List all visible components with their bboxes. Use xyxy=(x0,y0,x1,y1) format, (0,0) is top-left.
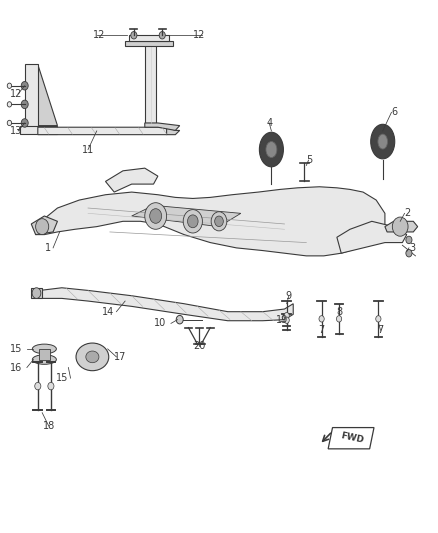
Circle shape xyxy=(131,31,137,39)
Circle shape xyxy=(145,203,166,229)
Polygon shape xyxy=(145,123,180,131)
Text: 18: 18 xyxy=(42,421,55,431)
Circle shape xyxy=(35,219,49,235)
Polygon shape xyxy=(385,221,418,232)
Circle shape xyxy=(32,288,41,298)
Circle shape xyxy=(7,102,12,107)
Text: 12: 12 xyxy=(93,30,106,41)
Circle shape xyxy=(183,209,202,233)
Ellipse shape xyxy=(371,124,395,159)
Text: 12: 12 xyxy=(193,30,205,41)
Circle shape xyxy=(211,212,227,231)
Polygon shape xyxy=(38,127,175,135)
Polygon shape xyxy=(38,64,57,126)
Polygon shape xyxy=(25,64,38,128)
Text: 5: 5 xyxy=(306,155,313,165)
Circle shape xyxy=(21,119,28,127)
Circle shape xyxy=(284,317,289,324)
Polygon shape xyxy=(328,427,374,449)
Text: 15: 15 xyxy=(56,373,68,383)
Text: 16: 16 xyxy=(10,362,22,373)
Circle shape xyxy=(21,82,28,90)
Polygon shape xyxy=(20,126,57,134)
Polygon shape xyxy=(130,35,169,41)
Text: 20: 20 xyxy=(193,341,205,351)
Polygon shape xyxy=(337,221,407,253)
Text: 1: 1 xyxy=(45,243,51,253)
Text: 15: 15 xyxy=(10,344,22,354)
Circle shape xyxy=(176,316,183,324)
Ellipse shape xyxy=(86,351,99,363)
Text: 12: 12 xyxy=(10,88,22,99)
Ellipse shape xyxy=(266,142,277,158)
Polygon shape xyxy=(40,288,293,321)
Circle shape xyxy=(215,216,223,227)
Polygon shape xyxy=(35,187,385,256)
Circle shape xyxy=(319,316,324,322)
Circle shape xyxy=(7,83,12,88)
Circle shape xyxy=(150,209,162,223)
Polygon shape xyxy=(39,349,49,360)
Polygon shape xyxy=(125,41,173,46)
Circle shape xyxy=(159,31,165,39)
Circle shape xyxy=(187,215,198,228)
Text: 19: 19 xyxy=(276,314,289,325)
Circle shape xyxy=(35,382,41,390)
Circle shape xyxy=(376,316,381,322)
Circle shape xyxy=(48,382,54,390)
Circle shape xyxy=(284,312,289,319)
Text: 14: 14 xyxy=(102,306,114,317)
Ellipse shape xyxy=(378,134,388,149)
Circle shape xyxy=(406,249,412,257)
Text: FWD: FWD xyxy=(340,431,364,445)
Circle shape xyxy=(406,236,412,244)
Circle shape xyxy=(336,316,342,322)
Polygon shape xyxy=(145,43,155,123)
Text: 11: 11 xyxy=(82,144,94,155)
Text: 17: 17 xyxy=(114,352,127,362)
Polygon shape xyxy=(106,168,158,192)
Polygon shape xyxy=(132,205,241,227)
Ellipse shape xyxy=(76,343,109,370)
Text: 8: 8 xyxy=(336,306,342,317)
Text: 10: 10 xyxy=(154,318,166,328)
Ellipse shape xyxy=(32,355,57,365)
Text: 3: 3 xyxy=(409,243,415,253)
Text: 9: 9 xyxy=(286,290,292,301)
Circle shape xyxy=(392,217,408,236)
Text: 6: 6 xyxy=(392,107,398,117)
Ellipse shape xyxy=(32,344,57,354)
Ellipse shape xyxy=(259,132,283,167)
Circle shape xyxy=(21,100,28,109)
Polygon shape xyxy=(31,216,57,235)
Polygon shape xyxy=(166,127,180,135)
Text: 7: 7 xyxy=(318,325,325,335)
Text: 7: 7 xyxy=(378,325,384,335)
Text: 13: 13 xyxy=(10,126,22,136)
Text: 2: 2 xyxy=(405,208,411,219)
Polygon shape xyxy=(31,288,42,298)
Circle shape xyxy=(7,120,12,126)
Text: 4: 4 xyxy=(266,118,272,128)
